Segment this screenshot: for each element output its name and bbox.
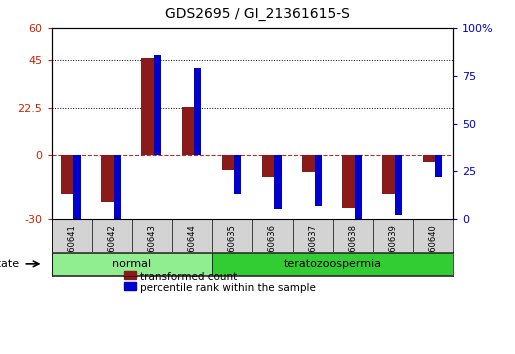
Bar [194, 68, 201, 155]
Bar [142, 58, 156, 155]
Bar [74, 155, 81, 219]
Text: GSM160636: GSM160636 [268, 224, 277, 275]
Bar [315, 155, 322, 206]
Text: GSM160644: GSM160644 [187, 224, 197, 275]
Text: GSM160638: GSM160638 [348, 224, 357, 275]
Text: GSM160642: GSM160642 [107, 224, 116, 275]
Bar [222, 155, 236, 170]
Bar [302, 155, 316, 172]
Bar [154, 55, 161, 155]
FancyBboxPatch shape [212, 253, 453, 275]
Text: transformed count: transformed count [140, 272, 237, 282]
Bar [114, 155, 121, 219]
Bar [423, 155, 437, 162]
Bar [395, 155, 402, 215]
Bar [342, 155, 356, 209]
Text: teratozoospermia: teratozoospermia [284, 259, 382, 269]
Text: disease state: disease state [0, 259, 20, 269]
FancyBboxPatch shape [52, 253, 212, 275]
Bar [274, 155, 282, 210]
Bar [101, 155, 115, 202]
Bar [182, 107, 196, 155]
Bar [435, 155, 442, 177]
Text: GSM160639: GSM160639 [388, 224, 398, 275]
Bar [262, 155, 276, 177]
Text: normal: normal [112, 259, 151, 269]
Text: GSM160640: GSM160640 [428, 224, 438, 275]
Text: GSM160643: GSM160643 [147, 224, 157, 275]
Bar [124, 271, 136, 279]
Bar [383, 155, 397, 194]
Text: GSM160641: GSM160641 [67, 224, 76, 275]
Bar [124, 282, 136, 290]
Text: GDS2695 / GI_21361615-S: GDS2695 / GI_21361615-S [165, 7, 350, 21]
Text: GSM160637: GSM160637 [308, 224, 317, 275]
Text: percentile rank within the sample: percentile rank within the sample [140, 283, 316, 293]
Text: GSM160635: GSM160635 [228, 224, 237, 275]
Bar [234, 155, 242, 194]
Bar [61, 155, 75, 194]
Bar [355, 155, 362, 219]
